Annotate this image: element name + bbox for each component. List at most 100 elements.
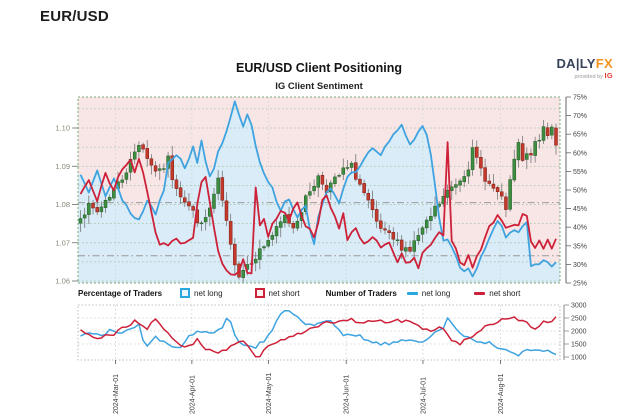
candle-down [387, 230, 391, 233]
axes: 1.06 1.07 1.08 1.09 1.10 25% 30% 35% 40% 45% 50% 55… [55, 95, 587, 415]
candle-up [329, 182, 333, 193]
candle-down [487, 180, 492, 184]
net-short-square-icon [254, 288, 265, 298]
candle-up [412, 240, 416, 252]
candle-up [525, 153, 529, 160]
candle-up [120, 179, 124, 183]
candle-up [345, 167, 350, 169]
candle-down [174, 179, 179, 189]
candle-up [107, 197, 112, 201]
candle-up [445, 190, 450, 198]
candle-up [212, 193, 216, 209]
candle-up [458, 180, 462, 186]
traders-tick-label: 1500 [571, 342, 587, 349]
net-short-dash-icon [474, 291, 486, 295]
logo-daily-text: DA|LY [556, 56, 596, 71]
candle-down [291, 223, 295, 229]
provided-by-text: provided by [574, 74, 603, 80]
dailyfx-logo[interactable]: DA|LYFX provided by IG [543, 57, 613, 81]
candle-up [132, 151, 137, 160]
legend-num-net-short[interactable]: net short [474, 289, 520, 298]
candle-up [512, 158, 517, 181]
date-tick-label: 2024-Aug-01 [498, 373, 505, 414]
price-tick-label: 1.09 [55, 162, 70, 171]
candle-up [429, 215, 433, 221]
candle-down [362, 183, 366, 194]
legend-pct-net-long[interactable]: net long [180, 288, 223, 298]
candle-down [187, 201, 191, 207]
legend-label: net short [268, 288, 300, 298]
candle-up [537, 139, 542, 142]
percent-tick-label: 55% [573, 169, 587, 176]
candle-up [270, 235, 275, 240]
legend-pct-net-short[interactable]: net short [254, 288, 300, 298]
traders-plot-border [77, 304, 561, 361]
legend-label: net long [194, 288, 223, 298]
legend: Percentage of Traders net long net short… [78, 288, 568, 298]
candle-up [420, 227, 425, 235]
candle-down [391, 232, 396, 240]
date-tick-label: 2024-Apr-01 [189, 375, 196, 414]
candle-up [316, 175, 320, 188]
candle-up [349, 162, 354, 168]
candle-up [541, 126, 546, 141]
candle-down [500, 191, 504, 197]
candle-down [233, 243, 237, 266]
traders-tick-label: 2500 [571, 316, 587, 323]
candle-up [78, 218, 83, 224]
candle-down [224, 200, 229, 221]
candles-layer [78, 119, 558, 283]
candle-up [395, 239, 400, 241]
candle-up [333, 176, 337, 184]
candle-up [550, 126, 554, 136]
candle-up [462, 176, 466, 183]
candle-up [262, 246, 266, 249]
candle-up [308, 191, 312, 196]
candle-up [253, 258, 258, 264]
date-tick-label: 2024-Jun-01 [344, 375, 351, 414]
candle-down [504, 196, 508, 210]
candle-down [483, 167, 487, 182]
candle-up [312, 186, 316, 192]
legend-num-net-long[interactable]: net long [406, 288, 451, 298]
percent-tick-label: 30% [573, 262, 587, 269]
candle-down [529, 153, 533, 156]
candle-up [466, 169, 471, 177]
candle-down [183, 197, 187, 203]
candle-down [399, 239, 404, 251]
candle-down [145, 148, 149, 159]
candle-down [141, 144, 145, 150]
candle-down [495, 187, 500, 193]
candle-down [479, 156, 483, 169]
net-long-area [78, 101, 560, 284]
net-short-line [79, 141, 557, 276]
candle-down [95, 207, 99, 213]
candle-up [295, 220, 300, 229]
percent-tick-label: 60% [573, 150, 587, 157]
legend-label: net long [421, 288, 451, 298]
candle-up [162, 168, 166, 170]
candle-up [533, 141, 537, 156]
net-long-line [79, 100, 557, 278]
page-title: EUR/USD [40, 8, 109, 25]
net-long-dash-icon [406, 291, 418, 295]
candle-up [124, 172, 129, 180]
candle-down [491, 183, 496, 189]
candle-up [158, 168, 162, 171]
candle-up [303, 195, 308, 212]
traders-tick-label: 3000 [571, 303, 587, 310]
chart-subtitle: IG Client Sentiment [275, 81, 363, 92]
traders-tick-label: 2000 [571, 329, 587, 336]
logo-fx-text: FX [595, 56, 613, 71]
price-tick-label: 1.06 [55, 277, 70, 286]
dailyfx-wordmark: DA|LYFX [543, 57, 613, 70]
candle-up [433, 205, 437, 217]
candle-down [149, 158, 154, 166]
candle-up [199, 222, 204, 225]
candle-up [454, 184, 458, 188]
date-tick-label: 2024-May-01 [266, 373, 273, 414]
logo-tagline: provided by IG [543, 72, 613, 81]
candle-down [370, 199, 375, 211]
percent-tick-label: 50% [573, 188, 587, 195]
